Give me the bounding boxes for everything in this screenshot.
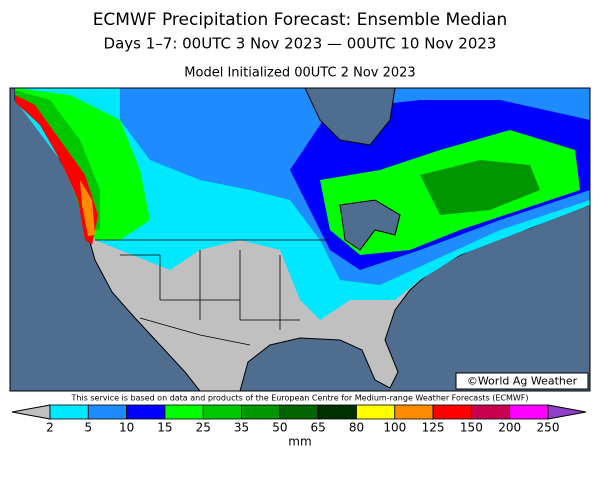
init-time: Model Initialized 00UTC 2 Nov 2023 (184, 66, 415, 81)
legend-swatch (202, 404, 242, 420)
legend-arrow-low (11, 404, 51, 420)
legend-arrow-high (547, 404, 587, 420)
borders (95, 239, 330, 346)
copyright: ©World Ag Weather (467, 375, 578, 388)
legend-tick-label: 5 (84, 421, 92, 435)
great-lakes (339, 199, 401, 251)
legend-swatch (356, 404, 396, 420)
legend-swatch (241, 404, 281, 420)
legend-tick-label: 10 (119, 421, 134, 435)
legend-swatch (317, 404, 357, 420)
gulf-of-california (150, 345, 190, 391)
legend-tick-label: 35 (234, 421, 249, 435)
legend-tick-label: 200 (498, 421, 521, 435)
legend-tick-label: 125 (422, 421, 445, 435)
legend-swatch (126, 404, 166, 420)
legend-tick-label: 250 (537, 421, 560, 435)
legend-swatch (87, 404, 128, 420)
legend-swatch (164, 404, 204, 420)
hudson-bay (304, 88, 396, 146)
precip-coast-peak (80, 180, 95, 236)
legend-unit: mm (288, 435, 311, 449)
title: ECMWF Precipitation Forecast: Ensemble M… (93, 10, 508, 30)
legend-swatch (49, 404, 89, 420)
attribution: This service is based on data and produc… (70, 394, 528, 403)
legend-swatch (394, 404, 434, 420)
legend-tick-label: 100 (383, 421, 406, 435)
legend-tick-label: 50 (272, 421, 287, 435)
subtitle: Days 1–7: 00UTC 3 Nov 2023 — 00UTC 10 No… (104, 35, 497, 53)
legend-tick-label: 2 (46, 421, 54, 435)
legend-swatch (279, 404, 319, 420)
legend-tick-label: 15 (157, 421, 172, 435)
legend-swatch (470, 404, 511, 420)
legend-tick-label: 65 (311, 421, 326, 435)
map: ©World Ag Weather (9, 87, 591, 392)
legend-tick-label: 80 (349, 421, 364, 435)
legend-swatch (432, 404, 472, 420)
legend-swatch (509, 404, 549, 420)
legend-tick-label: 25 (196, 421, 211, 435)
precip-green-dark (420, 160, 540, 215)
copyright-box (455, 372, 589, 390)
legend-tick-label: 150 (460, 421, 483, 435)
map-frame (9, 87, 591, 392)
